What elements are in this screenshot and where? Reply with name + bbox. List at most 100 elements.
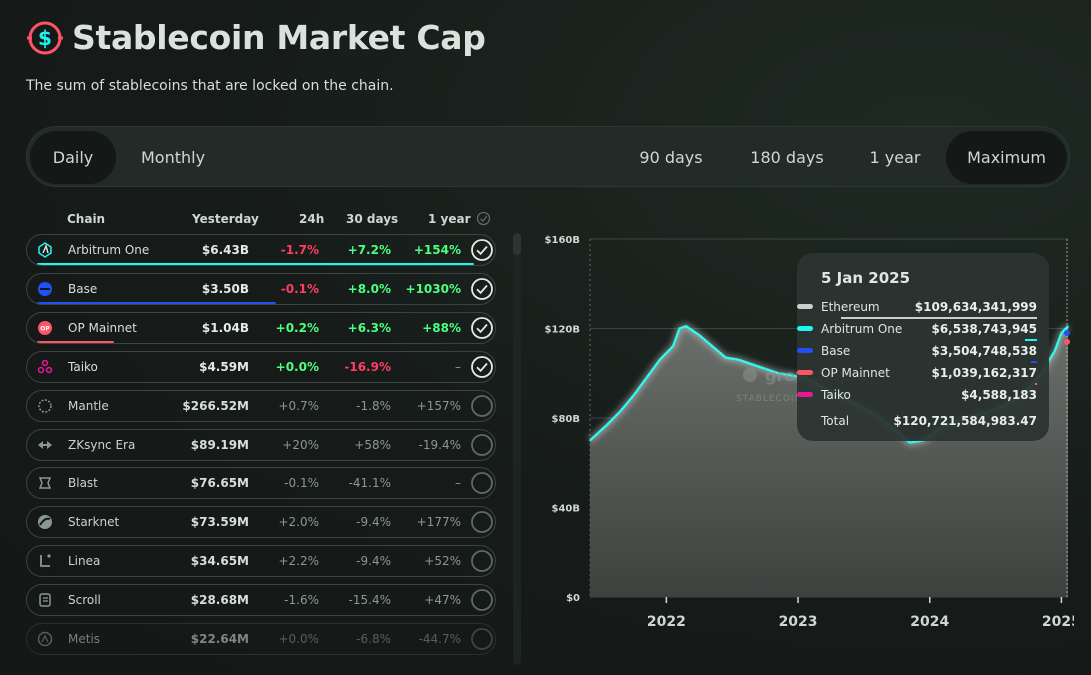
data-point [678,327,681,330]
taiko-icon [37,359,53,373]
row-unchecked-icon[interactable] [470,627,494,651]
row-unchecked-icon[interactable] [470,433,494,457]
chain-row-mantle[interactable]: Mantle $266.52M +0.7% -1.8% +157% [26,389,496,422]
row-chain-name: Linea [68,554,101,569]
header-chain[interactable]: Chain [67,212,106,226]
data-point [764,367,766,370]
chain-row-taiko[interactable]: Taiko $4.59M +0.0% -16.9% – [26,350,496,383]
data-point [619,410,622,413]
data-point [672,345,674,348]
tooltip-row-ethereum: Ethereum $109,634,341,999 [797,297,1049,319]
data-point [645,376,648,379]
tooltip-total-value: $120,721,584,983.47 [893,414,1037,428]
svg-text:OP: OP [40,325,50,332]
page-subtitle: The sum of stablecoins that are locked o… [26,78,394,94]
row-yesterday-value: $76.65M [190,476,249,491]
row-30d-change: -6.8% [356,632,391,646]
page-header: $ Stablecoin Market Cap [26,18,486,57]
row-24h-change: -0.1% [284,476,319,491]
row-unchecked-icon[interactable] [470,549,494,573]
tooltip-total-label: Total [821,414,850,428]
x-tick-label: 2025 [1042,614,1074,630]
row-chain-name: OP Mainnet [68,320,137,335]
filter-maximum-button[interactable]: Maximum [946,131,1067,184]
data-point [777,372,780,375]
row-yesterday-value: $6.43B [201,243,249,257]
data-point [751,363,753,366]
row-checked-icon[interactable] [470,316,494,340]
filter-90-days-button[interactable]: 90 days [639,148,703,167]
filter-daily-button[interactable]: Daily [30,131,116,184]
row-24h-change: +0.2% [275,320,319,335]
filter-1-year-button[interactable]: 1 year [869,148,921,167]
tooltip-swatch [797,392,813,397]
tooltip-series-name: Base [821,344,851,358]
filter-180-days-button[interactable]: 180 days [750,148,824,167]
data-point [737,359,740,361]
metis-icon [37,631,53,647]
row-1y-change: -44.7% [418,632,461,646]
row-yesterday-value: $1.04B [201,320,249,335]
hover-marker-op [1064,338,1070,345]
row-1y-change: – [455,476,461,491]
data-point [1067,325,1069,328]
starknet-icon [38,515,52,530]
row-share-bar [37,340,114,343]
mantle-icon [38,398,52,413]
row-30d-change: +8.0% [347,281,391,296]
y-tick-label: $80B [552,414,581,425]
row-unchecked-icon[interactable] [470,588,494,612]
tooltip-date: 5 Jan 2025 [821,269,911,287]
row-24h-change: +2.2% [278,554,319,569]
table-scrollbar-track[interactable] [513,233,521,665]
arbitrum-icon [38,242,52,258]
row-checked-icon[interactable] [470,355,494,379]
row-30d-change: -15.4% [348,593,391,608]
tooltip-row-base: Base $3,504,748,538 [797,341,1049,363]
chain-row-scroll[interactable]: Scroll $28.68M -1.6% -15.4% +47% [26,584,496,617]
chain-row-base[interactable]: Base $3.50B -0.1% +8.0% +1030% [26,272,496,305]
row-checked-icon[interactable] [470,277,494,301]
table-scrollbar-thumb[interactable] [513,233,521,255]
row-unchecked-icon[interactable] [470,471,494,495]
chain-row-linea[interactable]: Linea $34.65M +2.2% -9.4% +52% [26,545,496,578]
header-1-year[interactable]: 1 year [428,212,471,226]
chain-row-starknet[interactable]: Starknet $73.59M +2.0% -9.4% +177% [26,506,496,539]
tooltip-swatch [797,326,813,331]
header-30-days[interactable]: 30 days [346,212,399,226]
row-checked-icon[interactable] [470,238,494,262]
row-unchecked-icon[interactable] [470,510,494,534]
filter-monthly-button[interactable]: Monthly [140,148,206,167]
chain-row-op-mainnet[interactable]: OP OP Mainnet $1.04B +0.2% +6.3% +88% [26,311,496,344]
chain-row-metis[interactable]: Metis $22.64M +0.0% -6.8% -44.7% [26,623,496,655]
tooltip-share-bar [841,317,1037,319]
row-24h-change: +0.0% [275,359,319,374]
chain-row-zksync-era[interactable]: ZKsync Era $89.19M +20% +58% -19.4% [26,428,496,461]
data-point [1054,350,1056,352]
y-tick-label: $40B [552,504,581,515]
total-area [590,326,1068,597]
row-unchecked-icon[interactable] [470,394,494,418]
header-yesterday[interactable]: Yesterday [192,212,259,226]
tooltip-series-value: $6,538,743,945 [931,322,1037,336]
row-24h-change: +20% [282,437,319,452]
select-all-check-icon[interactable] [476,211,491,226]
hover-marker-base [1064,329,1070,336]
tooltip-share-bar [1031,361,1037,363]
row-24h-change: -1.6% [284,593,319,608]
chain-row-arbitrum-one[interactable]: Arbitrum One $6.43B -1.7% +7.2% +154% [26,234,496,266]
row-30d-change: -9.4% [356,554,391,569]
row-yesterday-value: $34.65M [190,554,249,569]
op-icon: OP [38,320,52,335]
data-point [698,334,701,337]
row-chain-name: Starknet [68,515,120,530]
row-yesterday-value: $3.50B [201,281,249,296]
chain-row-blast[interactable]: Blast $76.65M -0.1% -41.1% – [26,467,496,500]
y-tick-label: $120B [545,325,580,336]
data-point [685,325,687,328]
row-30d-change: -9.4% [356,515,391,530]
y-tick-label: $0 [566,593,580,604]
linea-icon [40,554,51,568]
header-24h[interactable]: 24h [299,212,325,226]
tooltip-series-value: $4,588,183 [961,388,1037,402]
